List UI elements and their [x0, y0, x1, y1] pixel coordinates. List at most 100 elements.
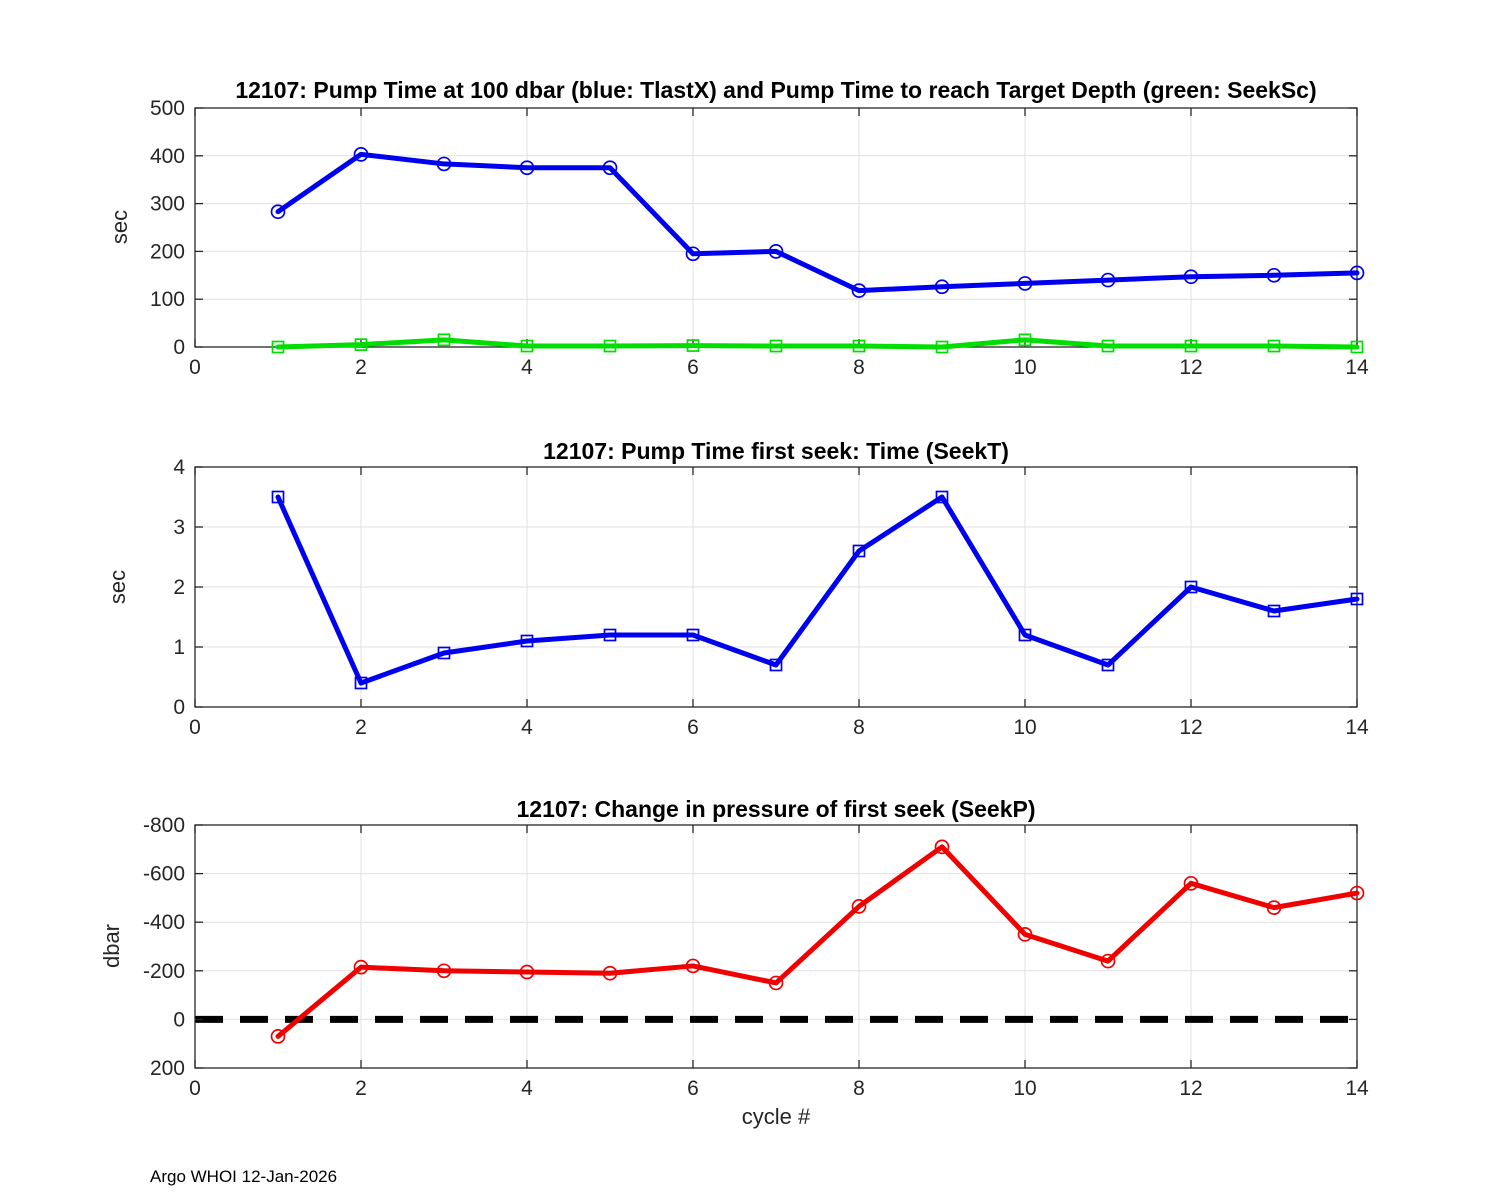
- SeekT-marker-square: [437, 646, 451, 660]
- y-tick-label: -600: [143, 863, 185, 886]
- SeekT-marker-square: [1101, 658, 1115, 672]
- x-tick-label: 14: [1345, 356, 1369, 379]
- x-tick-label: 6: [687, 356, 699, 379]
- x-tick-label: 12: [1179, 716, 1202, 739]
- tick-marks: [194, 107, 1358, 348]
- SeekT-marker-square: [1184, 580, 1198, 594]
- x-tick-label: 6: [687, 1077, 699, 1100]
- x-tick-label: 6: [687, 716, 699, 739]
- SeekT-marker-square: [1018, 628, 1032, 642]
- SeekP-marker-circle: [851, 899, 867, 914]
- SeekP-line: [275, 844, 1360, 1039]
- SeekT-marker-square: [1350, 592, 1364, 606]
- TlastX-marker-circle: [1017, 276, 1033, 291]
- y-tick-label: 2: [173, 576, 185, 599]
- SeekSc-marker-square: [852, 339, 866, 353]
- SeekSc-marker-square: [520, 339, 534, 353]
- x-tick-label: 2: [355, 356, 367, 379]
- y-tick-label: -200: [143, 960, 185, 983]
- TlastX-marker-circle: [768, 244, 784, 259]
- SeekSc-markers: [271, 333, 1364, 354]
- TlastX-marker-circle: [685, 246, 701, 262]
- y-tick-label: 0: [173, 336, 185, 359]
- TlastX-marker-circle: [1266, 267, 1282, 283]
- SeekSc-marker-square: [603, 339, 617, 353]
- tick-marks: [194, 466, 1358, 708]
- SeekSc-marker-square: [1267, 339, 1281, 353]
- gridlines: [195, 108, 1357, 347]
- SeekP-marker-circle: [1100, 953, 1116, 969]
- SeekSc-marker-square: [686, 339, 700, 352]
- SeekSc-marker-square: [1350, 340, 1364, 354]
- x-tick-label: 4: [521, 716, 533, 739]
- SeekP-marker-circle: [519, 964, 535, 980]
- x-tick-label: 2: [355, 1077, 367, 1100]
- SeekP-marker-circle: [602, 965, 618, 981]
- TlastX-marker-circle: [851, 283, 867, 298]
- y-tick-label: 4: [173, 456, 185, 479]
- TlastX-marker-circle: [436, 156, 452, 172]
- x-tick-label: 8: [853, 356, 865, 379]
- TlastX-marker-circle: [353, 147, 369, 162]
- y-tick-label: 400: [150, 145, 185, 168]
- SeekSc-marker-square: [1101, 339, 1115, 353]
- SeekP-marker-circle: [685, 958, 701, 974]
- SeekSc-line: [275, 337, 1360, 350]
- SeekP-marker-circle: [1017, 926, 1033, 942]
- SeekT-marker-square: [354, 676, 368, 690]
- y-tick-label: 100: [150, 288, 185, 311]
- SeekP-marker-circle: [436, 963, 452, 979]
- SeekP-marker-circle: [1349, 885, 1365, 901]
- SeekT-marker-square: [603, 628, 617, 642]
- SeekT-markers: [271, 490, 1364, 690]
- SeekSc-marker-square: [354, 338, 368, 351]
- gridlines: [195, 467, 1357, 707]
- x-tick-label: 2: [355, 716, 367, 739]
- x-tick-label: 10: [1013, 716, 1036, 739]
- SeekSc-marker-square: [1018, 333, 1032, 347]
- y-tick-label: 3: [173, 516, 185, 539]
- tick-marks: [194, 824, 1358, 1069]
- SeekSc-marker-square: [437, 333, 451, 347]
- TlastX-line: [275, 151, 1360, 294]
- SeekT-marker-square: [1267, 604, 1281, 618]
- x-tick-label: 12: [1179, 1077, 1202, 1100]
- x-tick-label: 0: [189, 716, 201, 739]
- footer-text: Argo WHOI 12-Jan-2026: [150, 1167, 338, 1186]
- TlastX-marker-circle: [934, 279, 950, 295]
- x-tick-label: 14: [1345, 1077, 1369, 1100]
- chart1-title: 12107: Pump Time at 100 dbar (blue: Tlas…: [235, 77, 1317, 103]
- chart1-y-axis-label: sec: [107, 209, 132, 245]
- x-tick-label: 14: [1345, 716, 1369, 739]
- SeekT-marker-square: [271, 490, 285, 504]
- chart3-y-axis-label: dbar: [99, 923, 124, 969]
- x-tick-label: 4: [521, 1077, 533, 1100]
- x-axis-label: cycle #: [741, 1104, 811, 1129]
- x-tick-label: 10: [1013, 1077, 1036, 1100]
- tick-labels: 0 2 4 6 8 10 12 14 0 100 200 300 400 500: [150, 97, 1369, 379]
- TlastX-marker-circle: [1349, 265, 1365, 281]
- chart3-title: 12107: Change in pressure of first seek …: [516, 796, 1036, 822]
- SeekT-marker-square: [935, 490, 949, 504]
- y-tick-label: -400: [143, 911, 185, 934]
- SeekT-marker-square: [852, 544, 866, 558]
- y-tick-label: 300: [150, 193, 185, 216]
- y-tick-label: 0: [173, 1008, 185, 1031]
- SeekP-marker-circle: [1266, 900, 1282, 915]
- SeekT-marker-square: [769, 658, 783, 672]
- SeekSc-marker-square: [1184, 339, 1198, 353]
- x-tick-label: 8: [853, 716, 865, 739]
- TlastX-marker-circle: [602, 160, 618, 176]
- SeekP-marker-circle: [768, 975, 784, 991]
- y-tick-label: 200: [150, 1057, 185, 1080]
- y-tick-label: 1: [173, 636, 185, 659]
- x-tick-label: 8: [853, 1077, 865, 1100]
- gridlines: [195, 825, 1357, 1068]
- y-tick-label: 0: [173, 696, 185, 719]
